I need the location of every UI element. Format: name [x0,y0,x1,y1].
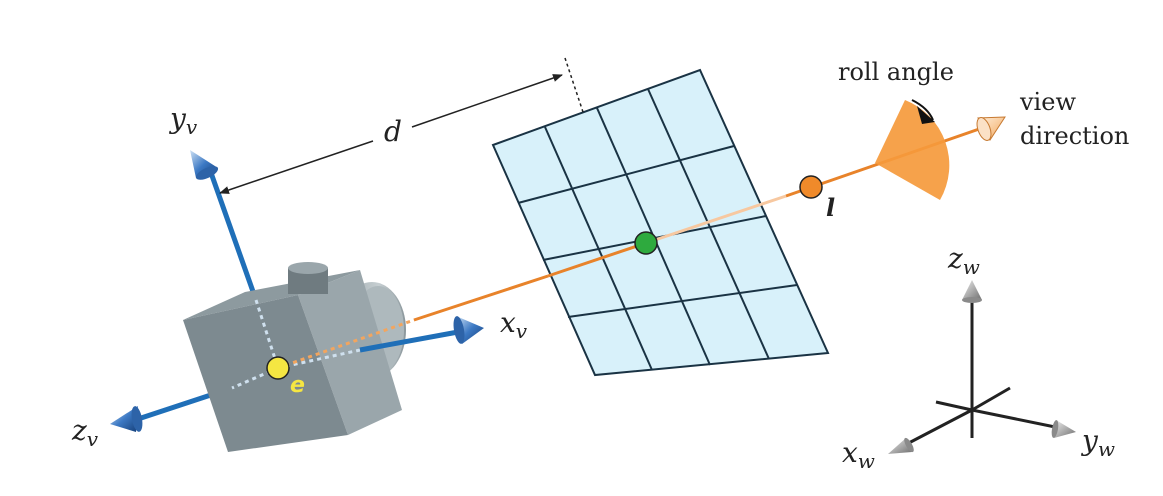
zw-axis-tip [962,280,982,303]
zw-label: zw [947,242,980,279]
d-arrow-left [219,140,374,194]
xw-label: xw [842,436,875,473]
xw-axis-tip [888,437,914,454]
view-direction-label-line2: direction [1020,122,1129,150]
yv-label: yv [168,102,198,139]
roll-angle-label: roll angle [838,58,954,86]
camera-box-icon [183,262,406,452]
yw-label: yw [1080,424,1115,461]
eye-label: e [290,373,305,398]
lookat-label: l [826,193,835,222]
yv-axis-hidden [254,299,280,369]
d-arrow-right [411,74,563,128]
yv-axis [207,169,259,301]
yw-axis-tip [1051,420,1076,438]
view-ray-through-plane [547,241,647,278]
view-ray-hidden [277,318,415,370]
zv-axis-tip [110,406,143,432]
xv-axis-tip [453,316,484,344]
eye-point [266,356,290,380]
xv-axis [359,329,459,353]
image-plane [491,68,830,377]
view-direction-cone [976,116,1006,141]
xv-axis-hidden [277,348,361,370]
world-axes [902,298,1061,448]
distance-d-label: d [384,115,402,148]
roll-angle-wedge-icon [875,99,950,200]
view-ray-behind-plane [645,194,787,245]
d-extension-line [564,57,584,113]
xv-label: xv [500,306,528,343]
lookat-point [799,175,823,199]
view-direction-label-line1: view [1019,88,1076,116]
view-ray-front [413,274,549,322]
zv-label: zv [71,414,99,451]
yv-axis-tip [190,150,219,180]
center-point [634,231,658,255]
